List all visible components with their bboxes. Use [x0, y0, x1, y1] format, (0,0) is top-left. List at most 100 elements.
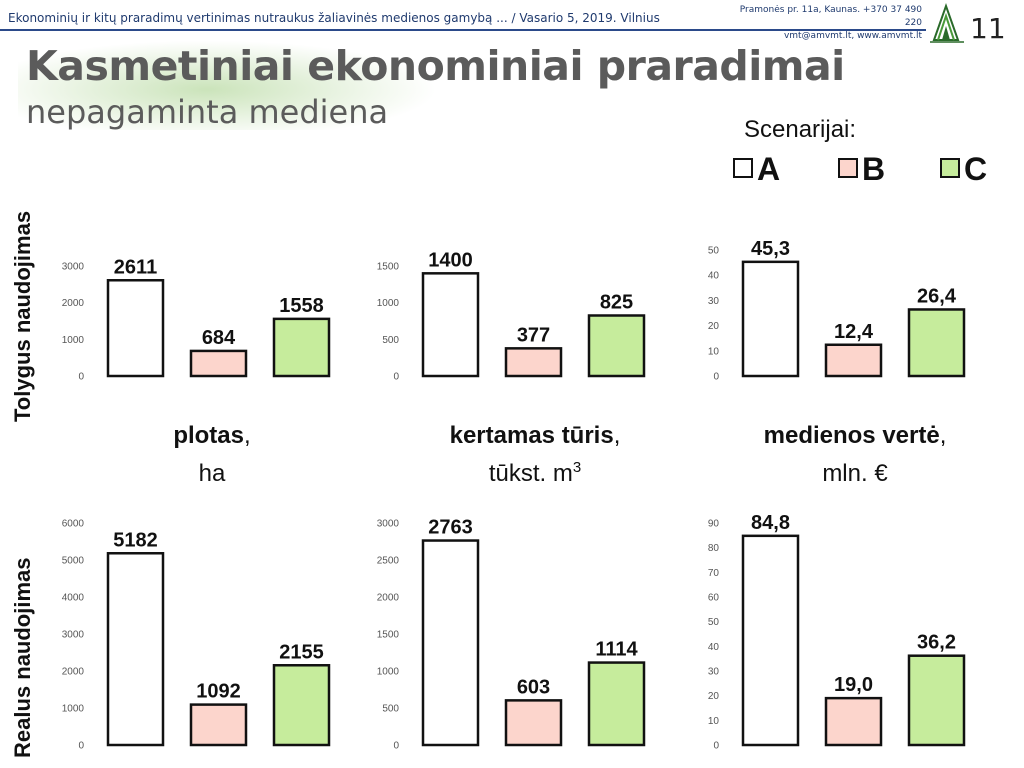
bar-b: [504, 347, 563, 378]
slide-number: 11: [970, 12, 1006, 45]
y-tick-label: 3000: [62, 262, 85, 273]
y-tick-label: 30: [708, 296, 720, 307]
chart-tolygus-turis: 0 500 1000 1500 1400 377 825: [377, 249, 646, 383]
y-tick-label: 1000: [62, 335, 85, 346]
row-label-tolygus: Tolygus naudojimas: [10, 210, 35, 422]
column-label-verte: medienos vertė, mln. €: [705, 420, 1005, 490]
column-label-turis: kertamas tūris, tūkst. m3: [385, 420, 685, 490]
title-highlight: [18, 40, 438, 130]
chart-tolygus-verte: 0 10 20 30 40 50 45,3 12,4 26,4: [708, 238, 966, 383]
data-label-c: 2155: [279, 641, 324, 663]
column-title-turis: kertamas tūris: [449, 422, 614, 449]
y-tick-label: 70: [708, 568, 720, 579]
column-unit-turis: tūkst. m: [488, 460, 573, 487]
bar-a: [421, 272, 480, 378]
y-tick-label: 0: [713, 741, 719, 752]
bar-b: [189, 703, 248, 747]
data-label-c: 26,4: [917, 285, 957, 307]
y-tick-label: 20: [708, 321, 720, 332]
bar-a: [741, 534, 800, 747]
y-tick-label: 500: [382, 704, 399, 715]
bar-b: [504, 699, 563, 747]
y-tick-label: 0: [713, 372, 719, 383]
y-tick-label: 2000: [62, 667, 85, 678]
header-text: Ekonominių ir kitų praradimų vertinimas …: [8, 11, 660, 25]
bar-b: [824, 343, 883, 378]
y-tick-label: 40: [708, 642, 720, 653]
legend-swatch-a: [733, 158, 753, 178]
header-divider: [0, 29, 926, 31]
y-tick-label: 2000: [377, 593, 400, 604]
y-tick-label: 5000: [62, 556, 85, 567]
y-tick-label: 500: [382, 335, 399, 346]
data-label-a: 1400: [428, 249, 473, 271]
data-label-a: 84,8: [751, 512, 790, 534]
slide-subtitle: nepagaminta mediena: [26, 93, 389, 131]
column-label-plotas: plotas, ha: [62, 420, 362, 490]
data-label-b: 12,4: [834, 321, 874, 343]
legend-title: Scenarijai:: [744, 116, 857, 143]
y-tick-label: 30: [708, 667, 720, 678]
y-tick-label: 1000: [377, 298, 400, 309]
data-label-b: 377: [517, 324, 550, 346]
bar-a: [421, 539, 480, 747]
contact-line-2: vmt@amvmt.lt, www.amvmt.lt: [783, 31, 922, 41]
contact-line-1: Pramonės pr. 11a, Kaunas. +370 37 490 22…: [739, 5, 922, 28]
bar-c: [587, 314, 646, 378]
header-bar: Ekonominių ir kitų praradimų vertinimas …: [0, 0, 1024, 45]
data-label-b: 19,0: [834, 674, 873, 696]
data-label-c: 1114: [595, 639, 638, 661]
y-tick-label: 90: [708, 519, 720, 530]
y-tick-label: 1000: [377, 667, 400, 678]
y-tick-label: 10: [708, 716, 720, 727]
y-tick-label: 3000: [62, 630, 85, 641]
legend-label-b: B: [862, 151, 886, 187]
data-label-a: 5182: [113, 529, 158, 551]
data-label-a: 45,3: [751, 238, 790, 260]
column-unit-sup-turis: 3: [572, 459, 582, 476]
column-sep-plotas: ,: [244, 422, 251, 449]
contact-info: Pramonės pr. 11a, Kaunas. +370 37 490 22…: [722, 4, 922, 43]
data-label-b: 684: [202, 327, 236, 349]
slide-title: Kasmetiniai ekonominiai praradimai: [26, 42, 845, 90]
bar-b: [189, 349, 248, 378]
y-tick-label: 0: [393, 372, 399, 383]
bar-c: [272, 317, 331, 378]
data-label-b: 1092: [196, 681, 241, 703]
column-unit-verte: mln. €: [822, 460, 888, 487]
data-label-c: 825: [600, 292, 633, 314]
bar-c: [907, 654, 966, 747]
bar-c: [907, 308, 966, 378]
column-sep-verte: ,: [939, 422, 947, 449]
bar-a: [106, 279, 165, 378]
y-tick-label: 2000: [62, 298, 85, 309]
row-label-realus: Realus naudojimas: [10, 557, 35, 758]
chart-realus-verte: 0 10 20 30 40 50 60 70 80 90 84,8 19,0 36,2: [708, 512, 966, 752]
y-tick-label: 10: [708, 346, 720, 357]
data-label-b: 603: [517, 676, 550, 698]
bar-c: [587, 661, 646, 747]
y-tick-label: 40: [708, 271, 720, 282]
y-tick-label: 20: [708, 691, 720, 702]
data-label-a: 2611: [114, 256, 157, 278]
y-tick-label: 60: [708, 593, 720, 604]
y-tick-label: 80: [708, 543, 720, 554]
y-tick-label: 4000: [62, 593, 85, 604]
y-tick-label: 50: [708, 617, 720, 628]
chart-realus-plotas: 0 1000 2000 3000 4000 5000 6000 5182 1092 2155: [62, 519, 331, 752]
y-tick-label: 0: [78, 741, 84, 752]
bar-b: [824, 696, 883, 747]
column-unit-plotas: ha: [198, 460, 226, 487]
chart-realus-turis: 0 500 1000 1500 2000 2500 3000 2763 603 1114: [377, 517, 646, 752]
column-title-plotas: plotas: [173, 422, 244, 449]
bar-c: [272, 664, 331, 747]
y-tick-label: 2500: [377, 556, 400, 567]
column-title-verte: medienos vertė: [763, 422, 940, 449]
y-tick-label: 1000: [62, 704, 85, 715]
data-label-c: 1558: [279, 295, 324, 317]
y-tick-label: 1500: [377, 262, 400, 273]
data-label-a: 2763: [428, 517, 473, 539]
y-tick-label: 50: [708, 246, 720, 257]
bar-a: [106, 552, 165, 747]
y-tick-label: 3000: [377, 519, 400, 530]
